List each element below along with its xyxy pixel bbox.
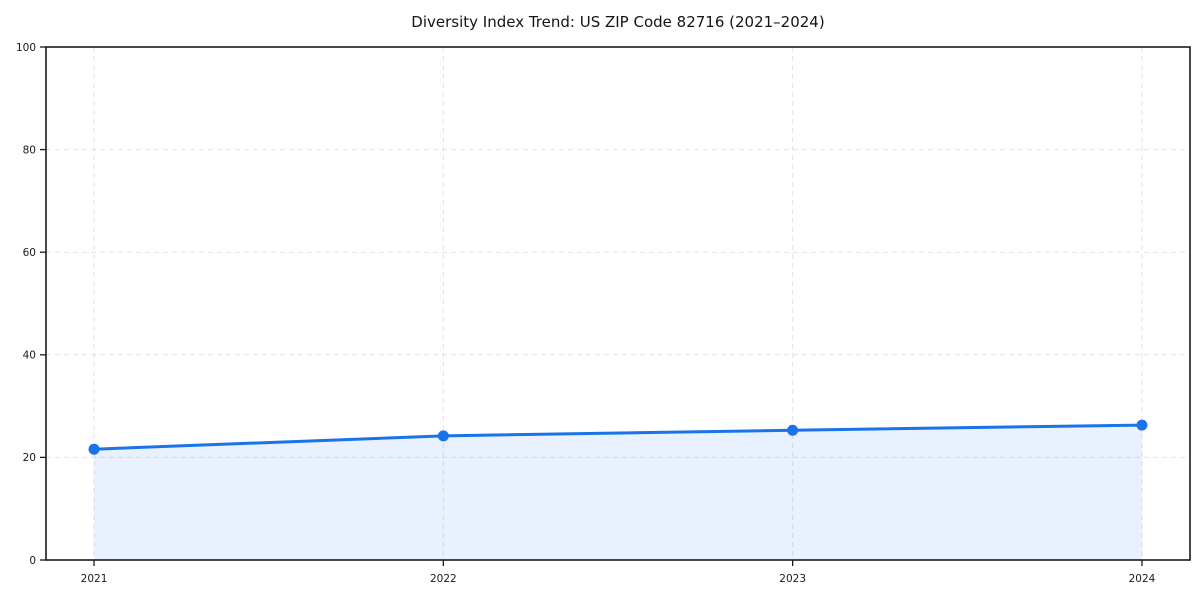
data-point-2021 <box>88 443 100 455</box>
x-tick-label: 2022 <box>430 573 457 585</box>
x-tick-label: 2023 <box>779 573 806 585</box>
y-tick-label: 60 <box>23 247 36 259</box>
y-tick-label: 0 <box>29 555 36 567</box>
y-tick-label: 20 <box>23 452 36 464</box>
x-tick-label: 2024 <box>1129 573 1156 585</box>
plot-border <box>45 46 1191 561</box>
y-tick-label: 80 <box>23 144 36 156</box>
x-tick-label: 2021 <box>81 573 108 585</box>
data-point-2023 <box>787 424 799 436</box>
y-tick-label: 100 <box>16 42 36 54</box>
chart-title: Diversity Index Trend: US ZIP Code 82716… <box>411 13 825 31</box>
area-fill <box>94 425 1142 560</box>
trend-line <box>92 423 1144 451</box>
data-point-2022 <box>437 430 449 442</box>
y-tick-label: 40 <box>23 350 36 362</box>
data-point-2024 <box>1136 419 1148 431</box>
